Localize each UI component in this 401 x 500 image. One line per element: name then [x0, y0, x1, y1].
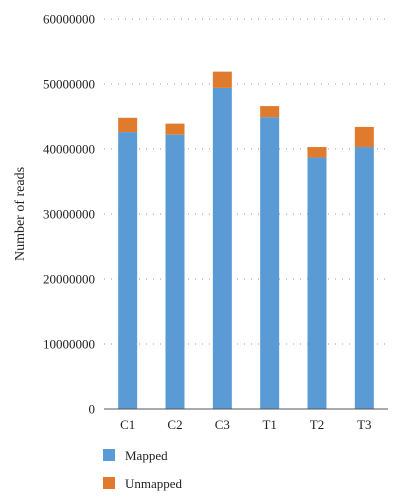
y-tick-label: 30000000 — [43, 207, 95, 222]
bar-mapped-t1 — [260, 117, 280, 410]
y-tick-labels: 0 10000000 20000000 30000000 40000000 5000000… — [43, 12, 95, 417]
bar-mapped-c1 — [118, 132, 138, 409]
y-tick-label: 10000000 — [43, 337, 95, 352]
bar-unmapped-t1 — [260, 106, 280, 118]
y-tick-label: 0 — [89, 402, 96, 417]
y-tick-label: 50000000 — [43, 77, 95, 92]
x-tick-label: T2 — [310, 417, 324, 432]
bar-mapped-c3 — [212, 87, 232, 410]
bar-mapped-c2 — [165, 134, 185, 409]
legend-label-unmapped: Unmapped — [125, 476, 183, 491]
x-tick-label: T3 — [357, 417, 371, 432]
bar-unmapped-c3 — [212, 71, 232, 88]
bar-unmapped-t3 — [354, 126, 374, 148]
legend-label-mapped: Mapped — [125, 448, 168, 463]
legend: Mapped Unmapped — [103, 448, 183, 491]
y-axis-label: Number of reads — [13, 167, 28, 261]
bar-unmapped-t2 — [307, 147, 327, 158]
y-tick-label: 40000000 — [43, 142, 95, 157]
bar-mapped-t3 — [354, 147, 374, 410]
x-tick-label: C1 — [120, 417, 135, 432]
x-tick-labels: C1 C2 C3 T1 T2 T3 — [120, 417, 371, 432]
bar-unmapped-c1 — [118, 117, 138, 133]
x-tick-label: C2 — [167, 417, 182, 432]
bar-unmapped-c2 — [165, 123, 185, 135]
legend-swatch-unmapped — [103, 477, 115, 489]
y-tick-label: 60000000 — [43, 12, 95, 27]
grid-lines — [104, 18, 388, 345]
legend-swatch-mapped — [103, 449, 115, 461]
x-tick-label: T1 — [262, 417, 276, 432]
bars — [118, 71, 374, 410]
y-tick-label: 20000000 — [43, 272, 95, 287]
x-tick-label: C3 — [215, 417, 230, 432]
bar-mapped-t2 — [307, 157, 327, 409]
